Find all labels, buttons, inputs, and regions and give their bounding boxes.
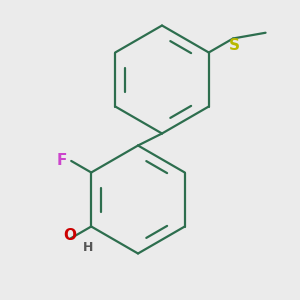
- Text: H: H: [82, 242, 93, 254]
- Text: O: O: [63, 228, 76, 243]
- Text: F: F: [56, 154, 67, 169]
- Text: S: S: [229, 38, 240, 53]
